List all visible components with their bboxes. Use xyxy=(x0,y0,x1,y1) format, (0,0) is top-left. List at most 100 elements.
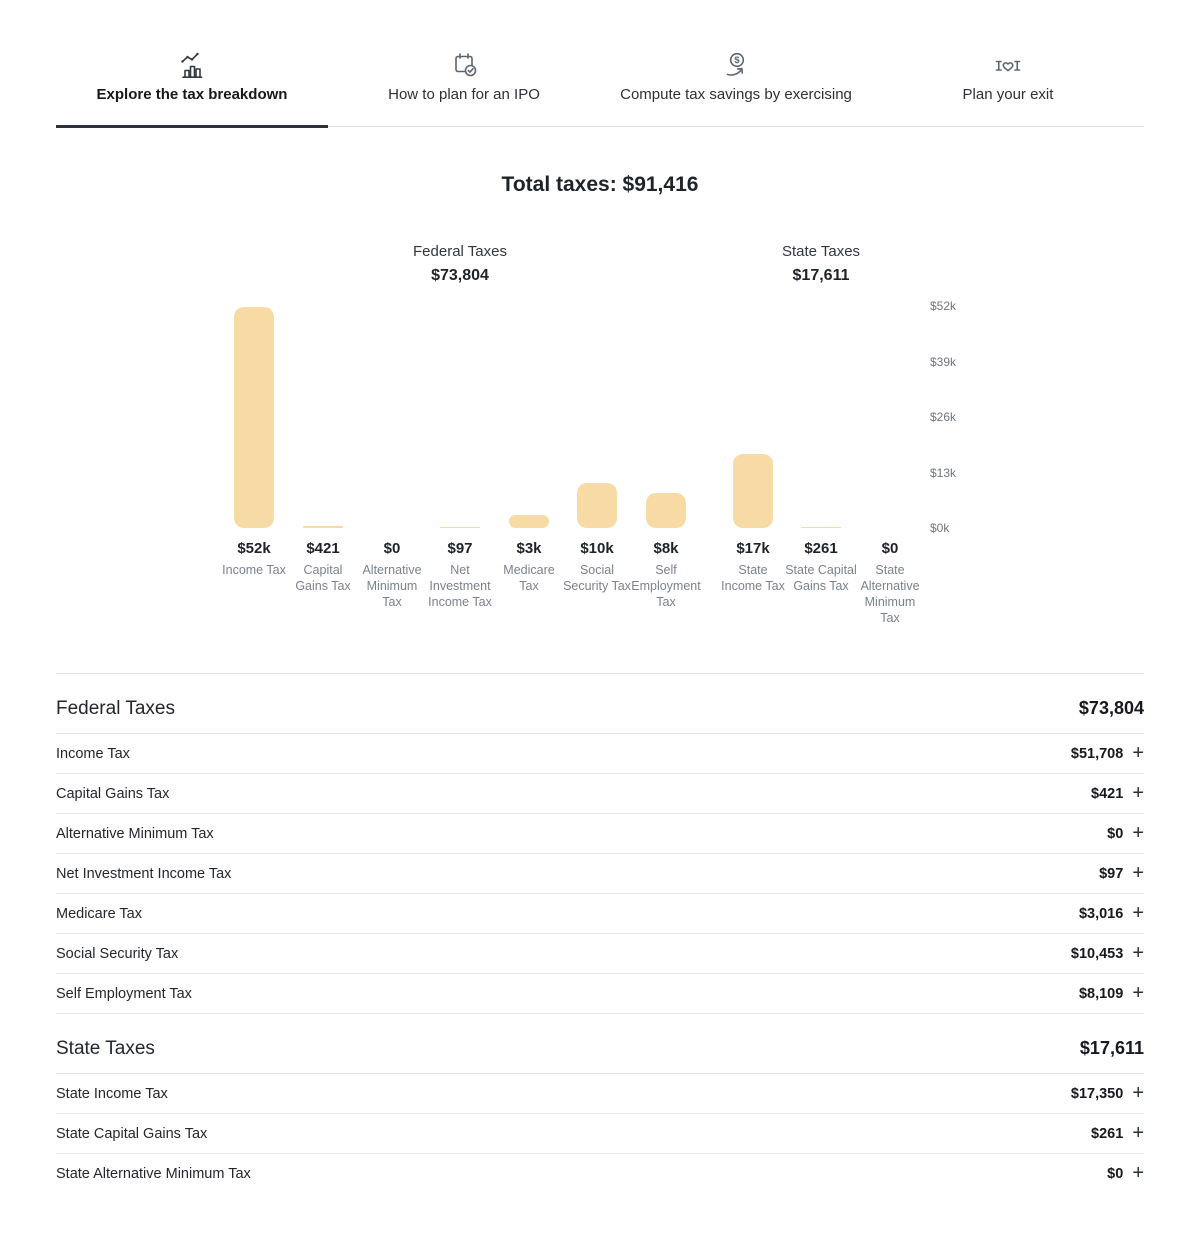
bar-state-capital-gains-tax[interactable] xyxy=(801,526,841,528)
expand-row-icon[interactable]: + xyxy=(1132,861,1144,884)
tabbar-divider xyxy=(56,126,1144,127)
bar-category-label: Capital Gains Tax xyxy=(295,563,351,593)
table-row-state-alternative-minimum-tax: State Alternative Minimum Tax $0 + xyxy=(56,1154,1144,1194)
handshake-icon xyxy=(990,46,1026,86)
row-value: $97 xyxy=(1099,865,1124,882)
bar-medicare-tax[interactable] xyxy=(509,515,549,528)
bar-state-income-tax[interactable] xyxy=(733,453,773,528)
table-row-self-employment-tax: Self Employment Tax $8,109 + xyxy=(56,974,1144,1014)
chart-group-header-federal-taxes: Federal Taxes $73,804 xyxy=(413,243,507,285)
row-value-group: $0 + xyxy=(1107,821,1144,844)
table-row-medicare-tax: Medicare Tax $3,016 + xyxy=(56,894,1144,934)
y-axis-tick: $52k xyxy=(930,299,957,313)
bar-capital-gains-tax[interactable] xyxy=(303,526,343,528)
bar-value-label: $97 xyxy=(447,540,473,557)
row-value-group: $0 + xyxy=(1107,1162,1144,1184)
bar-value-label: $17k xyxy=(736,540,770,557)
row-label: Net Investment Income Tax xyxy=(56,865,232,882)
bar-category-label: State Alternative Minimum Tax xyxy=(860,563,920,625)
row-value-group: $421 + xyxy=(1091,781,1144,804)
row-value: $0 xyxy=(1107,1166,1124,1182)
bar-value-label: $8k xyxy=(653,540,679,557)
section-title: Federal Taxes xyxy=(56,698,175,719)
table-row-state-income-tax: State Income Tax $17,350 + xyxy=(56,1074,1144,1114)
expand-row-icon[interactable]: + xyxy=(1132,741,1144,764)
bar-self-employment-tax[interactable] xyxy=(646,493,686,528)
bar-category-label: Net Investment Income Tax xyxy=(428,563,492,609)
row-value-group: $51,708 + xyxy=(1071,741,1144,764)
row-value-group: $3,016 + xyxy=(1078,901,1144,924)
y-axis-tick: $26k xyxy=(930,410,957,424)
table-row-income-tax: Income Tax $51,708 + xyxy=(56,734,1144,774)
expand-row-icon[interactable]: + xyxy=(1132,821,1144,844)
dollar-search-icon: $ xyxy=(718,46,754,86)
tab-label: Explore the tax breakdown xyxy=(96,86,288,103)
bar-category-label: Income Tax xyxy=(222,563,286,577)
bar-category-label: Alternative Minimum Tax xyxy=(362,563,422,609)
expand-row-icon[interactable]: + xyxy=(1132,1081,1144,1104)
bar-value-label: $3k xyxy=(516,540,542,557)
y-axis-tick: $39k xyxy=(930,354,957,369)
row-label: State Alternative Minimum Tax xyxy=(56,1166,251,1182)
section-title: State Taxes xyxy=(56,1038,155,1059)
row-value: $8,109 xyxy=(1078,985,1124,1002)
row-value: $261 xyxy=(1091,1125,1124,1142)
tax-breakdown-table: Federal Taxes $73,804 Income Tax $51,708 + Ca… xyxy=(56,673,1144,1194)
row-value: $10,453 xyxy=(1070,945,1124,962)
row-value: $0 xyxy=(1107,825,1124,842)
tab-label: Plan your exit xyxy=(962,86,1054,103)
row-value-group: $261 + xyxy=(1091,1121,1144,1144)
row-value: $421 xyxy=(1091,785,1124,802)
bar-income-tax[interactable] xyxy=(234,307,274,528)
row-label: Income Tax xyxy=(56,745,130,762)
table-row-capital-gains-tax: Capital Gains Tax $421 + xyxy=(56,774,1144,814)
row-label: Alternative Minimum Tax xyxy=(56,825,214,842)
row-value-group: $8,109 + xyxy=(1078,981,1144,1004)
row-value: $3,016 xyxy=(1078,905,1124,922)
row-label: Medicare Tax xyxy=(56,905,142,922)
section-total: $73,804 xyxy=(1078,698,1144,718)
table-row-net-investment-income-tax: Net Investment Income Tax $97 + xyxy=(56,854,1144,894)
row-value-group: $10,453 + xyxy=(1070,941,1144,964)
row-label: State Income Tax xyxy=(56,1085,168,1102)
bar-value-label: $421 xyxy=(306,540,340,557)
expand-row-icon[interactable]: + xyxy=(1132,901,1144,924)
bar-category-label: Social Security Tax xyxy=(563,563,631,593)
bar-category-label: State Capital Gains Tax xyxy=(785,563,857,593)
group-total: $17,611 xyxy=(792,267,850,284)
tab-how-to-plan-for-an-ipo[interactable]: How to plan for an IPO xyxy=(328,46,600,127)
table-row-alternative-minimum-tax: Alternative Minimum Tax $0 + xyxy=(56,814,1144,854)
tab-label: How to plan for an IPO xyxy=(388,86,540,103)
expand-row-icon[interactable]: + xyxy=(1132,941,1144,964)
tax-bar-chart: Federal Taxes $73,804 State Taxes $17,611 $5… xyxy=(0,235,1200,630)
group-label: State Taxes xyxy=(781,243,861,260)
expand-row-icon[interactable]: + xyxy=(1132,781,1144,804)
row-label: Self Employment Tax xyxy=(56,985,192,1002)
expand-row-icon[interactable]: + xyxy=(1132,1121,1144,1144)
chart-group-header-state-taxes: State Taxes $17,611 xyxy=(782,243,860,285)
tab-compute-tax-savings-by-exercising[interactable]: $ Compute tax savings by exercising xyxy=(600,46,872,127)
row-label: State Capital Gains Tax xyxy=(56,1125,208,1142)
tab-explore-the-tax-breakdown[interactable]: Explore the tax breakdown xyxy=(56,46,328,128)
calendar-check-icon xyxy=(446,46,482,86)
row-value-group: $17,350 + xyxy=(1070,1081,1144,1104)
bar-net-investment-income-tax[interactable] xyxy=(440,526,480,528)
bar-category-label: State Income Tax xyxy=(721,563,785,593)
y-axis-tick: $0k xyxy=(930,521,950,535)
row-value-group: $97 + xyxy=(1099,861,1144,884)
bar-value-label: $0 xyxy=(383,540,401,557)
bar-chart-trend-icon xyxy=(174,46,210,86)
section-total: $17,611 xyxy=(1079,1038,1144,1058)
tab-plan-your-exit[interactable]: Plan your exit xyxy=(872,46,1144,127)
table-row-state-capital-gains-tax: State Capital Gains Tax $261 + xyxy=(56,1114,1144,1154)
row-value: $17,350 xyxy=(1070,1085,1124,1102)
expand-row-icon[interactable]: + xyxy=(1132,981,1144,1004)
expand-row-icon[interactable]: + xyxy=(1132,1162,1144,1184)
bar-category-label: Self Employment Tax xyxy=(631,563,701,609)
y-axis-tick: $13k xyxy=(930,465,957,480)
bar-category-label: Medicare Tax xyxy=(503,563,555,593)
bar-social-security-tax[interactable] xyxy=(577,483,617,528)
group-total: $73,804 xyxy=(431,267,489,284)
bar-value-label: $261 xyxy=(804,540,838,557)
